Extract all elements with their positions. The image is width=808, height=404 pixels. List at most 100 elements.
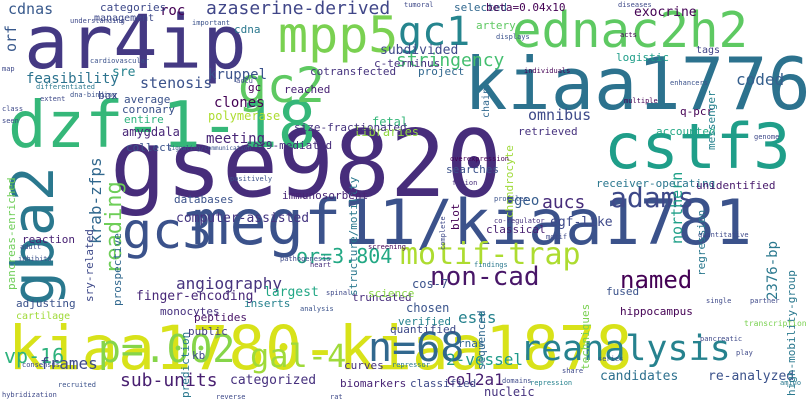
cloud-word: cstf3 (604, 110, 791, 183)
cloud-word: fused (606, 285, 640, 298)
cloud-word: kiaa1780-kiaa1878 (8, 313, 633, 384)
cloud-word: fusion (452, 179, 478, 187)
cloud-word: recruited (58, 381, 96, 389)
cloud-word: understanding (70, 17, 125, 25)
cloud-word: chain (481, 87, 492, 118)
cloud-word: average (124, 93, 171, 106)
cloud-word: multiple (624, 97, 658, 105)
cloud-word: 2376-bp (765, 240, 781, 300)
cloud-word: p=.002 (98, 327, 236, 371)
cloud-word: profiles (494, 195, 528, 203)
cloud-word: 2-vessel (446, 350, 524, 369)
cloud-word: accu (236, 77, 253, 85)
cloud-word: curves (344, 359, 384, 372)
cloud-word: kb (192, 349, 206, 362)
cloud-word: extent (40, 95, 66, 103)
cloud-word: egf-like (550, 215, 613, 230)
cloud-word: domains (502, 377, 532, 385)
cloud-word: series (598, 355, 624, 363)
cloud-word: frames (40, 354, 98, 373)
cloud-word: gc1 (398, 9, 471, 55)
cloud-word: exocrine (634, 5, 697, 20)
cloud-word: cos-7 (412, 277, 449, 291)
cloud-word: ar4ip (24, 0, 247, 86)
cloud-word: acts (620, 31, 637, 39)
cloud-word: gc3 (122, 202, 213, 260)
cloud-word: rnas (458, 337, 485, 350)
cloud-word: meeting (206, 131, 266, 147)
cloud-word: finger-encoding (136, 289, 254, 304)
cloud-word: heart (310, 261, 332, 269)
cloud-word: reanalysis (520, 329, 731, 369)
cloud-word: single (706, 297, 732, 305)
cloud-word: consensus (22, 361, 60, 369)
cloud-word: project (418, 65, 465, 78)
cloud-word: gc2 (238, 58, 325, 114)
cloud-word: positively (230, 175, 273, 183)
cloud-word: important (192, 19, 230, 27)
cloud-word: dzf-1-18 (8, 89, 317, 163)
cloud-word: inserts (244, 297, 291, 310)
cloud-word: immunosorbent (282, 189, 369, 202)
cloud-word: cdna (234, 23, 261, 36)
cloud-word: angiography (176, 274, 282, 293)
cloud-word: repression (530, 379, 573, 387)
cloud-word: fetal (372, 115, 409, 129)
cloud-word: map (2, 65, 15, 73)
cloud-word: reaction (22, 233, 75, 246)
cloud-word: megf11/kiaa1781 (192, 186, 752, 259)
cloud-word: subdivided (380, 43, 459, 58)
cloud-word: computer-assisted (176, 211, 310, 226)
cloud-word: collect (126, 141, 173, 154)
cloud-word: regression (695, 209, 708, 276)
cloud-word: non-cad (430, 262, 540, 292)
cloud-word: n=68 (368, 325, 465, 371)
cloud-word: entire (124, 113, 164, 126)
cloud-word: prospective (111, 233, 124, 306)
cloud-word: polymerase (208, 109, 281, 123)
cloud-word: orf (2, 24, 20, 52)
cloud-word: verified (398, 315, 451, 328)
cloud-word: sox9-mediated (246, 139, 333, 152)
cloud-word: roc (160, 3, 186, 19)
cloud-word: cardiovascular (90, 57, 150, 65)
cloud-word: chosen (406, 301, 450, 315)
cloud-word: share (562, 367, 584, 375)
cloud-word: c-terminus (374, 57, 441, 70)
cloud-word: coronary (122, 103, 175, 116)
cloud-word: databases (174, 193, 234, 206)
cloud-word: diseases (618, 1, 652, 9)
cloud-word: truncated (352, 291, 412, 304)
cloud-word: public (188, 325, 228, 338)
cloud-word: q-pcr (680, 105, 714, 118)
cloud-word: signaling/communication (168, 145, 252, 152)
cloud-word: genome (754, 133, 780, 141)
cloud-word: amino (780, 379, 802, 387)
cloud-word: peptides (194, 311, 247, 324)
cloud-word: class (2, 105, 24, 113)
cloud-word: analysis (300, 305, 334, 313)
cloud-word: stenosis (140, 74, 213, 92)
cloud-word: feasibility (26, 71, 119, 87)
cloud-word: dna-binding (70, 91, 117, 99)
cloud-word: or=3.804 (296, 244, 393, 268)
cloud-word: monocytes (160, 305, 220, 318)
cloud-word: pancreatic (700, 335, 743, 343)
cloud-word: searches (446, 163, 499, 176)
cloud-word: reverse (216, 393, 246, 401)
cloud-word: azaserine-derived (206, 0, 391, 19)
cloud-word: tumoral (404, 1, 434, 9)
cloud-word: gal-4 (250, 337, 347, 375)
cloud-word: sry-related (83, 229, 96, 302)
cloud-word: vp-16 (4, 344, 65, 368)
cloud-word: largest (264, 285, 319, 300)
cloud-word: management (94, 13, 155, 24)
cloud-word: repressor (392, 361, 430, 369)
cloud-word: size-fractionated (294, 121, 407, 134)
cloud-word: amygdala (122, 125, 180, 139)
cloud-word: adult (20, 243, 42, 251)
cloud-word: named (620, 266, 693, 294)
cloud-word: quantitative (698, 231, 749, 239)
cloud-word: classical (486, 223, 546, 236)
